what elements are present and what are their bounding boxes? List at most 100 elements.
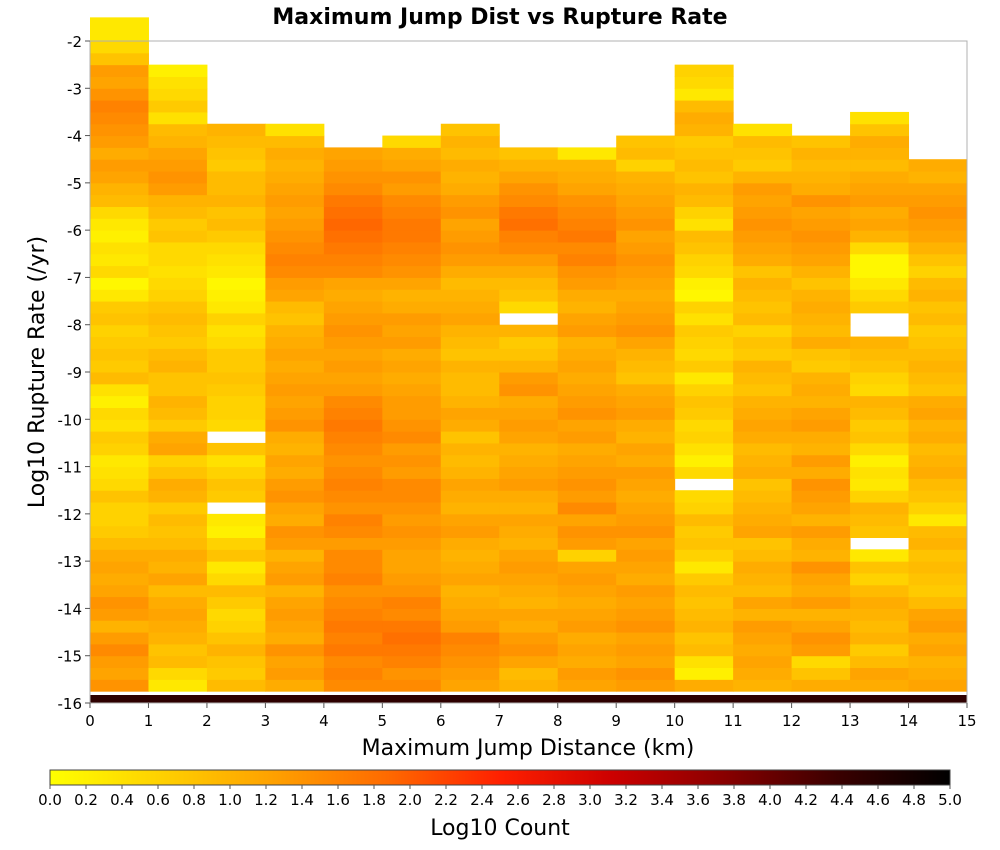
heatmap-cell xyxy=(440,301,500,314)
heatmap-cell xyxy=(908,312,968,326)
heatmap-cell xyxy=(850,111,910,125)
heatmap-cell xyxy=(206,383,266,397)
heatmap-cell xyxy=(440,324,500,338)
heatmap-cell xyxy=(557,502,617,515)
heatmap-cell xyxy=(265,679,325,692)
heatmap-cell xyxy=(206,301,266,314)
heatmap-cell xyxy=(382,596,442,609)
x-axis: 0 1 2 3 4 5 6 7 8 9 10 11 12 13 14 15 xyxy=(85,703,977,730)
heatmap-cell xyxy=(440,123,500,137)
heatmap-cell xyxy=(440,194,500,207)
heatmap-cell xyxy=(733,312,793,326)
heatmap-cell xyxy=(382,383,442,397)
heatmap-cell xyxy=(90,372,149,385)
heatmap-cell xyxy=(557,478,617,491)
heatmap-cell xyxy=(908,419,968,432)
heatmap-cell xyxy=(206,135,266,148)
heatmap-cell xyxy=(206,537,266,550)
colorbar-gradient xyxy=(49,769,951,786)
heatmap-cell xyxy=(733,431,793,444)
heatmap-cell xyxy=(382,561,442,574)
y-tick-label: -11 xyxy=(58,459,83,477)
colorbar-tick-label: 0.0 xyxy=(38,791,62,809)
heatmap-cell xyxy=(850,383,910,397)
heatmap-cell xyxy=(674,632,734,645)
heatmap-cell xyxy=(265,561,325,574)
heatmap-cell xyxy=(90,241,149,255)
heatmap-cell xyxy=(791,454,851,468)
heatmap-cell xyxy=(499,218,559,231)
heatmap-cell xyxy=(791,135,851,148)
colorbar-tick-label: 5.0 xyxy=(938,791,962,809)
heatmap-cell xyxy=(674,561,734,574)
heatmap-cell xyxy=(90,135,149,148)
heatmap-cell xyxy=(440,513,500,527)
heatmap-cell xyxy=(791,277,851,290)
heatmap-cell xyxy=(90,632,149,645)
y-tick-label: -12 xyxy=(58,506,83,524)
heatmap-cell xyxy=(206,695,266,704)
heatmap-cell xyxy=(323,466,383,479)
heatmap-cell xyxy=(557,218,617,231)
heatmap-cell xyxy=(90,537,149,550)
heatmap-cell xyxy=(382,265,442,278)
heatmap-cell xyxy=(557,383,617,397)
heatmap-cell xyxy=(148,549,208,562)
heatmap-cell xyxy=(791,312,851,326)
heatmap-cell xyxy=(265,135,325,148)
heatmap-cell xyxy=(908,218,968,231)
heatmap-cell xyxy=(90,525,149,538)
heatmap-cell xyxy=(90,336,149,349)
heatmap-cell xyxy=(733,490,793,503)
heatmap-cell xyxy=(616,383,676,397)
heatmap-cell xyxy=(148,301,208,314)
heatmap-cell xyxy=(382,419,442,432)
heatmap-cell xyxy=(850,395,910,408)
heatmap-cell xyxy=(850,525,910,538)
heatmap-cell xyxy=(674,667,734,680)
heatmap-cell xyxy=(382,253,442,267)
heatmap-cell xyxy=(382,549,442,562)
heatmap-cell xyxy=(674,513,734,527)
heatmap-cell xyxy=(850,513,910,527)
heatmap-cell xyxy=(733,301,793,314)
heatmap-cell xyxy=(791,608,851,621)
x-tick-label: 6 xyxy=(436,712,446,730)
heatmap-cell xyxy=(323,147,383,160)
heatmap-cell xyxy=(206,466,266,479)
heatmap-cell xyxy=(265,667,325,680)
heatmap-cell xyxy=(206,218,266,231)
heatmap-cell xyxy=(90,348,149,361)
heatmap-cell xyxy=(850,336,910,349)
heatmap-cell xyxy=(440,312,500,326)
colorbar-tick-label: 0.4 xyxy=(110,791,134,809)
heatmap-cell xyxy=(382,277,442,290)
x-tick-label: 10 xyxy=(665,712,684,730)
heatmap-cell xyxy=(557,454,617,468)
heatmap-cell xyxy=(265,123,325,137)
colorbar-tick-label: 3.6 xyxy=(686,791,710,809)
heatmap-cell xyxy=(499,525,559,538)
heatmap-cell xyxy=(733,561,793,574)
heatmap-cell xyxy=(148,147,208,160)
heatmap-cell xyxy=(850,549,910,562)
heatmap-cell xyxy=(148,159,208,172)
heatmap-cell xyxy=(674,159,734,172)
heatmap-cell xyxy=(382,395,442,408)
heatmap-cell xyxy=(265,442,325,456)
heatmap-cell xyxy=(382,324,442,338)
heatmap-cell xyxy=(908,383,968,397)
heatmap-cell xyxy=(791,182,851,196)
heatmap-cell xyxy=(148,561,208,574)
heatmap-cell xyxy=(382,372,442,385)
heatmap-cell xyxy=(90,466,149,479)
x-tick-label: 12 xyxy=(782,712,801,730)
heatmap-cell xyxy=(323,561,383,574)
heatmap-cell xyxy=(674,537,734,550)
heatmap-cell xyxy=(499,667,559,680)
heatmap-cell xyxy=(265,584,325,598)
heatmap-cell xyxy=(265,608,325,621)
heatmap-cell xyxy=(557,395,617,408)
heatmap-cell xyxy=(557,513,617,527)
heatmap-cell xyxy=(616,277,676,290)
